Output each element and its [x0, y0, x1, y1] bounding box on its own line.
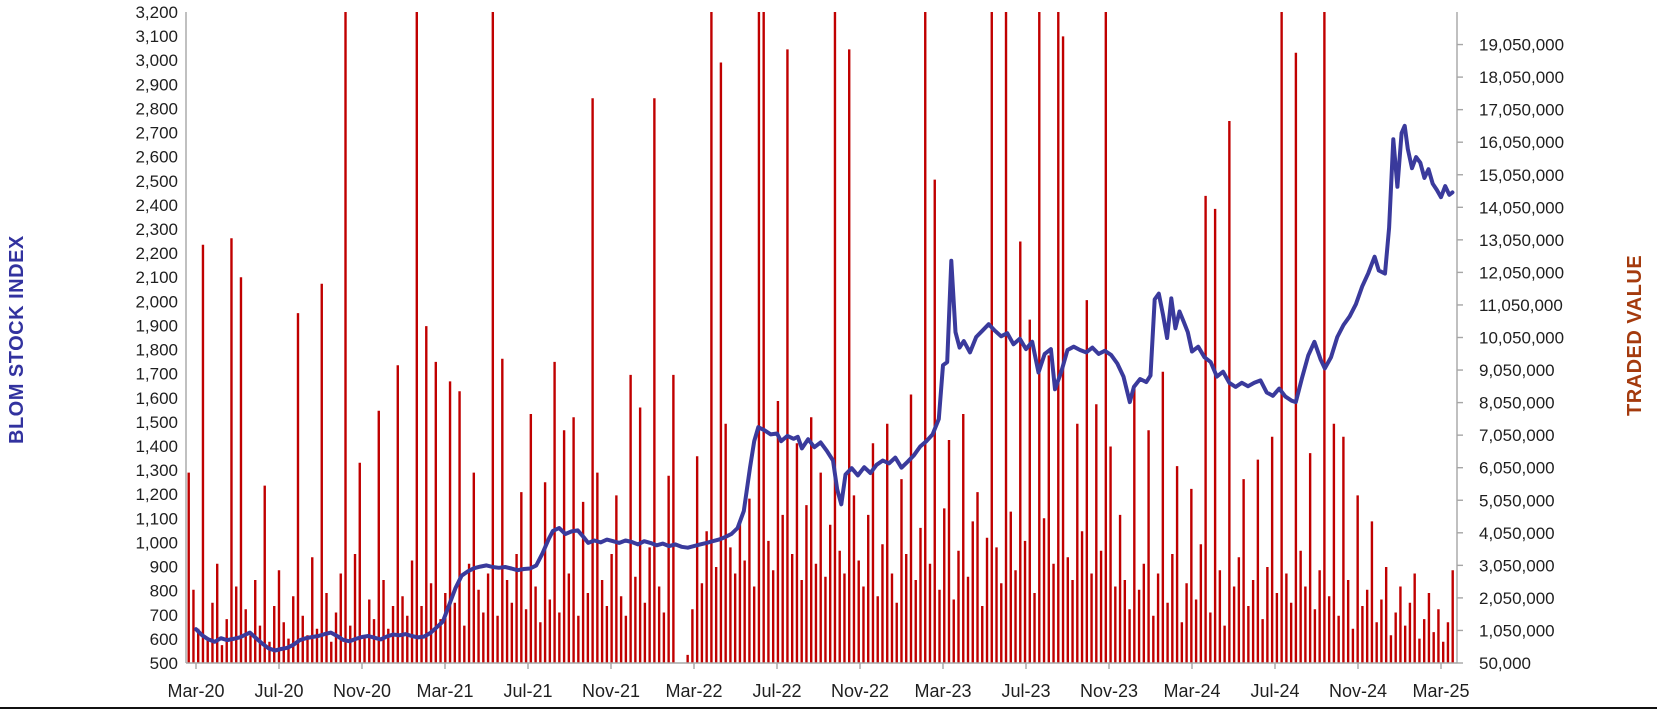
right-axis-tick-label: 16,050,000 [1479, 133, 1564, 152]
right-axis-tick-label: 7,050,000 [1479, 426, 1555, 445]
left-axis-tick-label: 3,100 [135, 27, 178, 46]
left-axis-tick-label: 1,800 [135, 341, 178, 360]
x-axis-tick-label: Jul-24 [1250, 681, 1299, 701]
x-axis-tick-label: Jul-21 [503, 681, 552, 701]
left-axis-tick-label: 1,000 [135, 533, 178, 552]
right-axis-tick-label: 2,050,000 [1479, 589, 1555, 608]
left-axis-tick-label: 900 [150, 558, 178, 577]
right-axis-tick-label: 13,050,000 [1479, 231, 1564, 250]
left-axis-tick-label: 1,900 [135, 316, 178, 335]
left-axis-tick-label: 2,100 [135, 268, 178, 287]
left-axis-tick-label: 2,500 [135, 172, 178, 191]
left-axis-tick-label: 2,200 [135, 244, 178, 263]
right-axis-tick-label: 6,050,000 [1479, 459, 1555, 478]
left-axis-tick-label: 1,500 [135, 413, 178, 432]
right-axis-title: TRADED VALUE [1624, 254, 1646, 416]
traded-value-bars [187, 12, 1454, 663]
right-axis-tick-label: 8,050,000 [1479, 394, 1555, 413]
right-axis-tick-label: 18,050,000 [1479, 68, 1564, 87]
x-axis-tick-label: Nov-23 [1080, 681, 1138, 701]
x-axis-tick-label: Jul-20 [254, 681, 303, 701]
left-axis-tick-label: 1,200 [135, 485, 178, 504]
right-axis-tick-label: 3,050,000 [1479, 556, 1555, 575]
right-axis-tick-label: 5,050,000 [1479, 491, 1555, 510]
left-axis-tick-label: 3,000 [135, 51, 178, 70]
left-axis-tick-label: 1,700 [135, 365, 178, 384]
left-axis-tick-label: 1,400 [135, 437, 178, 456]
x-axis-tick-label: Mar-22 [665, 681, 722, 701]
left-axis-tick-label: 1,300 [135, 461, 178, 480]
x-axis-tick-label: Mar-21 [416, 681, 473, 701]
x-axis-tick-label: Mar-20 [167, 681, 224, 701]
left-axis-tick-label: 2,000 [135, 292, 178, 311]
right-axis-tick-label: 11,050,000 [1479, 296, 1563, 315]
bottom-divider-line [0, 707, 1657, 709]
left-axis-tick-label: 2,600 [135, 148, 178, 167]
x-axis-tick-label: Mar-24 [1163, 681, 1220, 701]
left-axis-tick-label: 1,100 [135, 509, 178, 528]
right-axis-tick-label: 10,050,000 [1479, 329, 1564, 348]
x-axis-tick-label: Jul-22 [752, 681, 801, 701]
left-axis-tick-label: 2,700 [135, 124, 178, 143]
right-axis-tick-label: 1,050,000 [1479, 621, 1555, 640]
right-axis-tick-label: 15,050,000 [1479, 166, 1564, 185]
left-axis-tick-label: 1,600 [135, 389, 178, 408]
right-axis-tick-label: 19,050,000 [1479, 36, 1564, 55]
x-axis-tick-label: Mar-23 [914, 681, 971, 701]
x-axis-tick-label: Nov-20 [333, 681, 391, 701]
left-axis-tick-label: 800 [150, 582, 178, 601]
right-axis-tick-label: 9,050,000 [1479, 361, 1555, 380]
x-axis-tick-label: Jul-23 [1001, 681, 1050, 701]
right-axis-tick-label: 50,000 [1479, 654, 1531, 673]
right-axis-tick-label: 4,050,000 [1479, 524, 1555, 543]
left-axis-tick-label: 500 [150, 654, 178, 673]
x-axis-tick-label: Mar-25 [1412, 681, 1469, 701]
left-axis-tick-label: 3,200 [135, 3, 178, 22]
right-axis-tick-label: 17,050,000 [1479, 101, 1564, 120]
blom-index-line [194, 123, 1455, 653]
x-axis-tick-label: Nov-24 [1329, 681, 1387, 701]
left-axis-tick-label: 2,900 [135, 75, 178, 94]
right-axis-tick-label: 12,050,000 [1479, 263, 1564, 282]
left-axis-tick-label: 2,300 [135, 220, 178, 239]
right-axis-tick-label: 14,050,000 [1479, 198, 1564, 217]
x-axis-tick-label: Nov-21 [582, 681, 640, 701]
left-axis-tick-label: 700 [150, 606, 178, 625]
left-axis-tick-label: 2,800 [135, 99, 178, 118]
x-axis-tick-label: Nov-22 [831, 681, 889, 701]
left-axis-tick-label: 600 [150, 630, 178, 649]
left-axis-tick-label: 2,400 [135, 196, 178, 215]
